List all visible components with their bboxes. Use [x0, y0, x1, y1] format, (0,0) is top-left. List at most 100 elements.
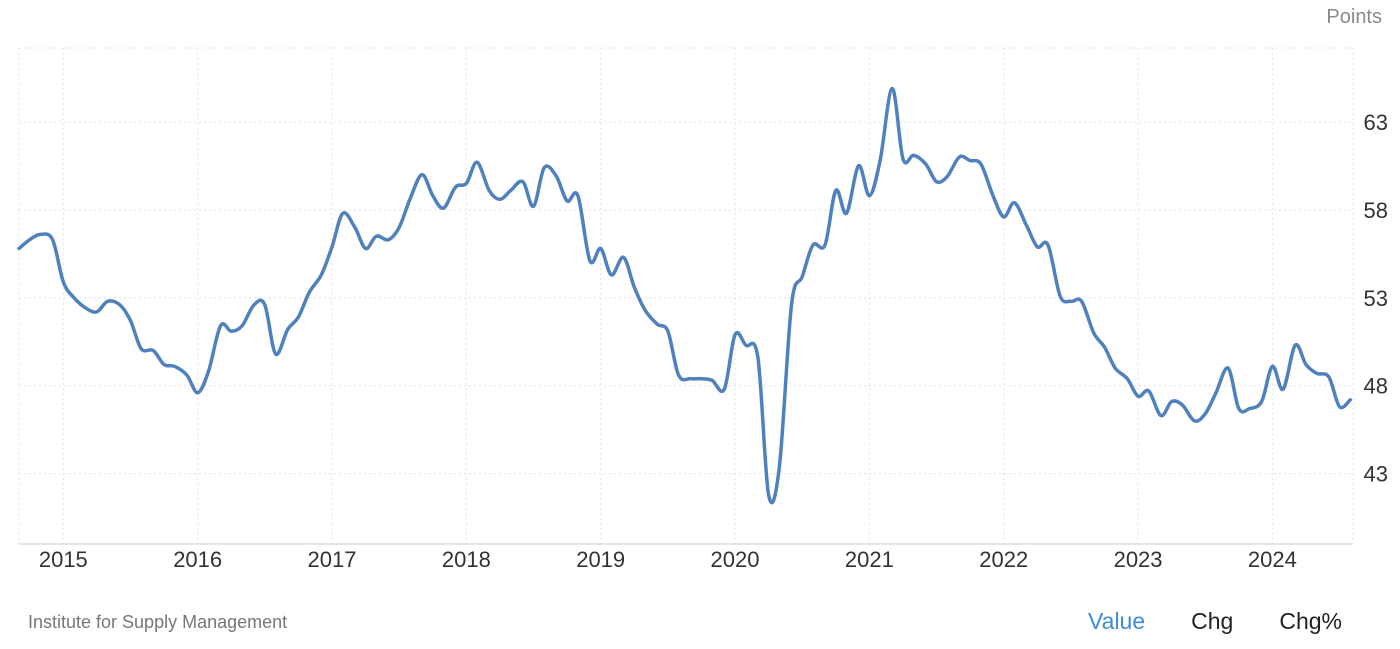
- data-point: [195, 390, 201, 396]
- data-point: [1057, 293, 1063, 299]
- unit-label: Points: [1326, 6, 1382, 28]
- data-point: [105, 298, 111, 304]
- x-tick-label: 2015: [39, 547, 88, 572]
- data-point: [1079, 298, 1085, 304]
- data-point: [833, 188, 839, 194]
- data-point: [138, 346, 144, 352]
- y-tick-label: 53: [1364, 286, 1388, 311]
- data-point: [665, 328, 671, 334]
- data-point: [822, 242, 828, 248]
- y-tick-label: 63: [1364, 110, 1388, 135]
- data-point: [161, 362, 167, 368]
- data-point: [1179, 402, 1185, 408]
- data-point: [373, 233, 379, 239]
- data-point: [810, 242, 816, 248]
- data-point: [1158, 413, 1164, 419]
- x-tick-label: 2023: [1114, 547, 1163, 572]
- series-line[interactable]: [17, 86, 1353, 505]
- data-point: [709, 377, 715, 383]
- data-point: [295, 314, 301, 320]
- data-point: [1024, 223, 1030, 229]
- data-point: [866, 193, 872, 199]
- y-tick-label: 48: [1364, 374, 1388, 399]
- data-point: [306, 290, 312, 296]
- x-tick-label: 2019: [576, 547, 625, 572]
- data-point: [1102, 344, 1108, 350]
- data-point: [766, 492, 772, 498]
- data-point: [621, 254, 627, 260]
- data-point: [16, 246, 22, 252]
- data-point: [184, 372, 190, 378]
- data-point: [128, 318, 134, 324]
- x-tick-label: 2018: [442, 547, 491, 572]
- data-point: [1303, 362, 1309, 368]
- data-point: [575, 193, 581, 199]
- data-point: [944, 173, 950, 179]
- data-point: [721, 386, 727, 392]
- data-point: [486, 188, 492, 194]
- data-point: [396, 224, 402, 230]
- x-tick-label: 2017: [308, 547, 357, 572]
- data-point: [900, 156, 906, 162]
- data-point: [385, 237, 391, 243]
- data-point: [1192, 418, 1198, 424]
- data-point: [1045, 242, 1051, 248]
- data-point: [1225, 365, 1231, 371]
- data-point: [1012, 200, 1018, 206]
- data-point: [799, 274, 805, 280]
- data-point: [978, 161, 984, 167]
- data-point: [956, 154, 962, 160]
- data-point: [856, 163, 862, 169]
- y-axis-ticks: 43 48 53 58 63: [1364, 110, 1388, 487]
- y-tick-label: 58: [1364, 198, 1388, 223]
- view-tabs: Value Chg Chg%: [1088, 608, 1342, 635]
- x-tick-label: 2016: [173, 547, 222, 572]
- data-point: [1269, 363, 1275, 369]
- data-point: [1326, 374, 1332, 380]
- data-point: [911, 152, 917, 158]
- data-point: [877, 158, 883, 164]
- x-tick-label: 2021: [845, 547, 894, 572]
- data-point: [1112, 365, 1118, 371]
- tab-chg[interactable]: Chg: [1191, 608, 1234, 634]
- tab-chg-percent[interactable]: Chg%: [1279, 608, 1342, 634]
- data-point: [251, 302, 257, 308]
- data-point: [587, 258, 593, 264]
- data-point: [453, 184, 459, 190]
- data-point: [218, 323, 224, 329]
- data-point: [273, 351, 279, 357]
- data-point: [83, 305, 89, 311]
- data-point: [474, 159, 480, 165]
- data-point: [1135, 393, 1141, 399]
- tab-value[interactable]: Value: [1088, 608, 1146, 634]
- data-point: [698, 376, 704, 382]
- data-point: [150, 348, 156, 354]
- data-point: [844, 210, 850, 216]
- data-point: [732, 332, 738, 338]
- data-point: [1202, 411, 1208, 417]
- data-point: [1236, 406, 1242, 412]
- data-point: [598, 246, 604, 252]
- data-point: [352, 224, 358, 230]
- x-tick-label: 2024: [1248, 547, 1297, 572]
- data-point: [419, 172, 425, 178]
- data-points: [16, 86, 1353, 498]
- data-point: [430, 193, 436, 199]
- data-point: [318, 272, 324, 278]
- data-point: [463, 180, 469, 186]
- data-point: [789, 302, 795, 308]
- data-point: [340, 210, 346, 216]
- data-point: [755, 355, 761, 361]
- source-label[interactable]: Institute for Supply Management: [28, 612, 288, 632]
- data-point: [531, 203, 537, 209]
- data-point: [631, 284, 637, 290]
- data-point: [441, 205, 447, 211]
- data-point: [508, 188, 514, 194]
- data-point: [205, 369, 211, 375]
- data-point: [1034, 244, 1040, 250]
- grid-lines: [18, 47, 1354, 544]
- data-point: [285, 326, 291, 332]
- x-tick-label: 2022: [979, 547, 1028, 572]
- data-point: [71, 295, 77, 301]
